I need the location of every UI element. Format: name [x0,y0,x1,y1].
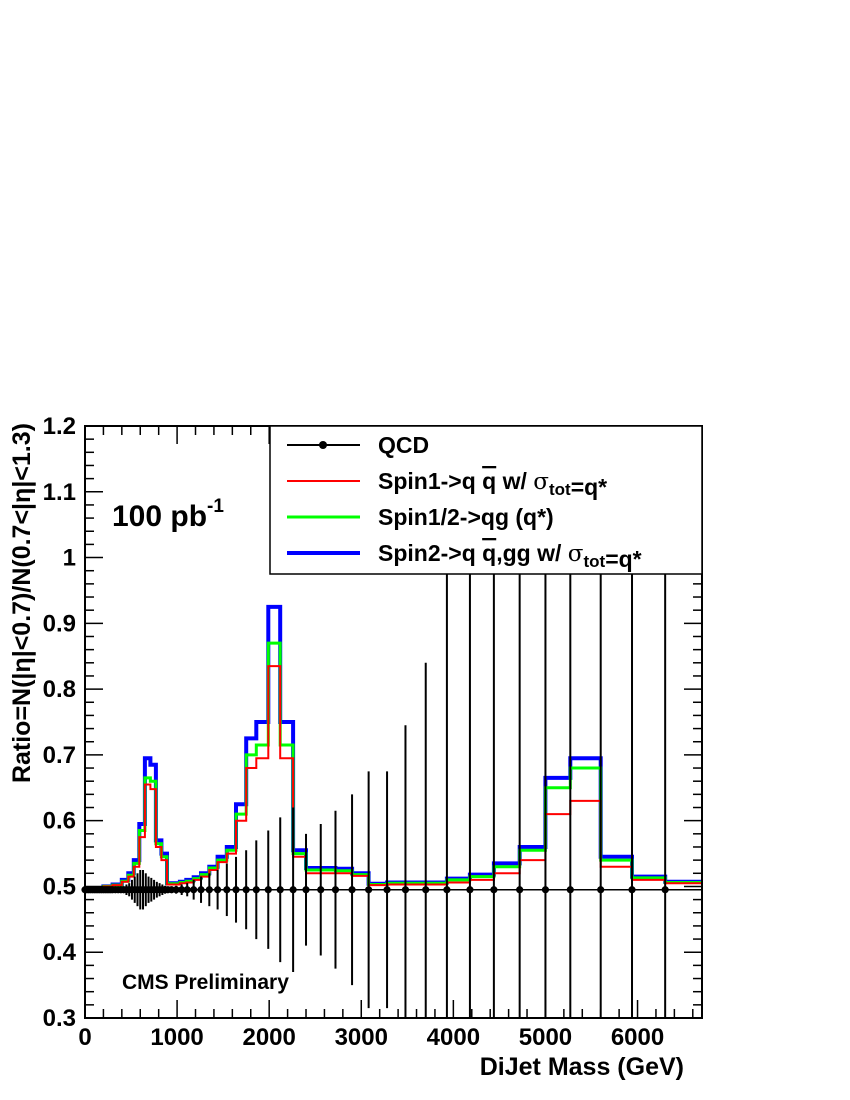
y-tick-label: 0.7 [43,742,76,769]
qcd-point [383,886,391,894]
qcd-point [466,886,474,894]
y-tick-label: 0.3 [43,1005,76,1032]
x-tick-label: 6000 [611,1024,664,1051]
x-tick-label: 5000 [519,1024,572,1051]
y-tick-label: 1.1 [43,479,76,506]
x-tick-label: 1000 [150,1024,203,1051]
y-tick-label: 1 [63,545,76,572]
x-tick-label: 2000 [242,1024,295,1051]
y-axis-title: Ratio=N(|η|<0.7)/N(0.7<|η|<1.3) [8,423,36,783]
qcd-point [264,886,272,894]
x-axis-ticks: 0 1000 2000 3000 4000 5000 6000 [78,426,694,1051]
qcd-point [302,886,310,894]
x-tick-label: 3000 [335,1024,388,1051]
qcd-point [401,886,410,894]
signal-histograms [85,604,702,892]
legend-marker-qcd [319,441,327,449]
x-axis-title: DiJet Mass (GeV) [480,1053,684,1081]
qcd-point [443,886,451,894]
qcd-point [232,886,240,894]
qcd-point [661,886,669,894]
qcd-point [242,886,250,894]
qcd-point [331,886,340,894]
qcd-point [197,886,205,894]
qcd-point [516,886,524,894]
histogram-spin12 [85,641,702,892]
qcd-series [81,426,702,1018]
qcd-point [172,886,180,894]
x-tick-label: 0 [78,1024,91,1051]
legend: QCD Spin1->q q w/ σtot=q* Spin1/2->qg (q*)… [269,425,703,575]
qcd-point [422,886,430,894]
legend-label-spin2: Spin2->q q,gg w/ σtot=q* [378,540,642,572]
y-tick-label: 0.6 [43,808,76,835]
qcd-point [276,886,284,894]
y-tick-label: 0.4 [43,939,77,966]
luminosity-label: 100 pb-1 [112,496,224,533]
qcd-point [214,886,222,894]
qcd-point [183,886,191,894]
histogram-spin2 [85,604,702,892]
legend-label-qcd: QCD [378,432,429,458]
qcd-point [365,886,373,894]
qcd-point [348,886,356,894]
qcd-point [490,886,498,894]
qcd-point [566,886,574,894]
y-tick-label: 0.9 [43,610,76,637]
qcd-point [628,886,636,894]
y-axis-ticks: 0.3 0.4 0.5 0.6 0.7 0.8 0.9 1 1.1 1.2 [43,413,702,1032]
qcd-point [205,886,213,894]
cms-preliminary-label: CMS Preliminary [122,971,289,994]
y-tick-label: 1.2 [43,413,76,440]
qcd-point [597,886,605,894]
y-tick-label: 0.5 [43,873,76,900]
y-tick-label: 0.8 [43,676,76,703]
qcd-point [190,886,198,894]
legend-label-spin1: Spin1->q q w/ σtot=q* [378,468,607,500]
qcd-point [178,886,186,894]
x-tick-label: 4000 [427,1024,480,1051]
legend-label-spin12: Spin1/2->qg (q*) [378,504,554,530]
legend-box [269,425,703,575]
qcd-point [223,886,231,894]
qcd-point [252,886,260,894]
qcd-point [541,886,550,894]
qcd-point [317,886,325,894]
qcd-point [289,886,297,894]
